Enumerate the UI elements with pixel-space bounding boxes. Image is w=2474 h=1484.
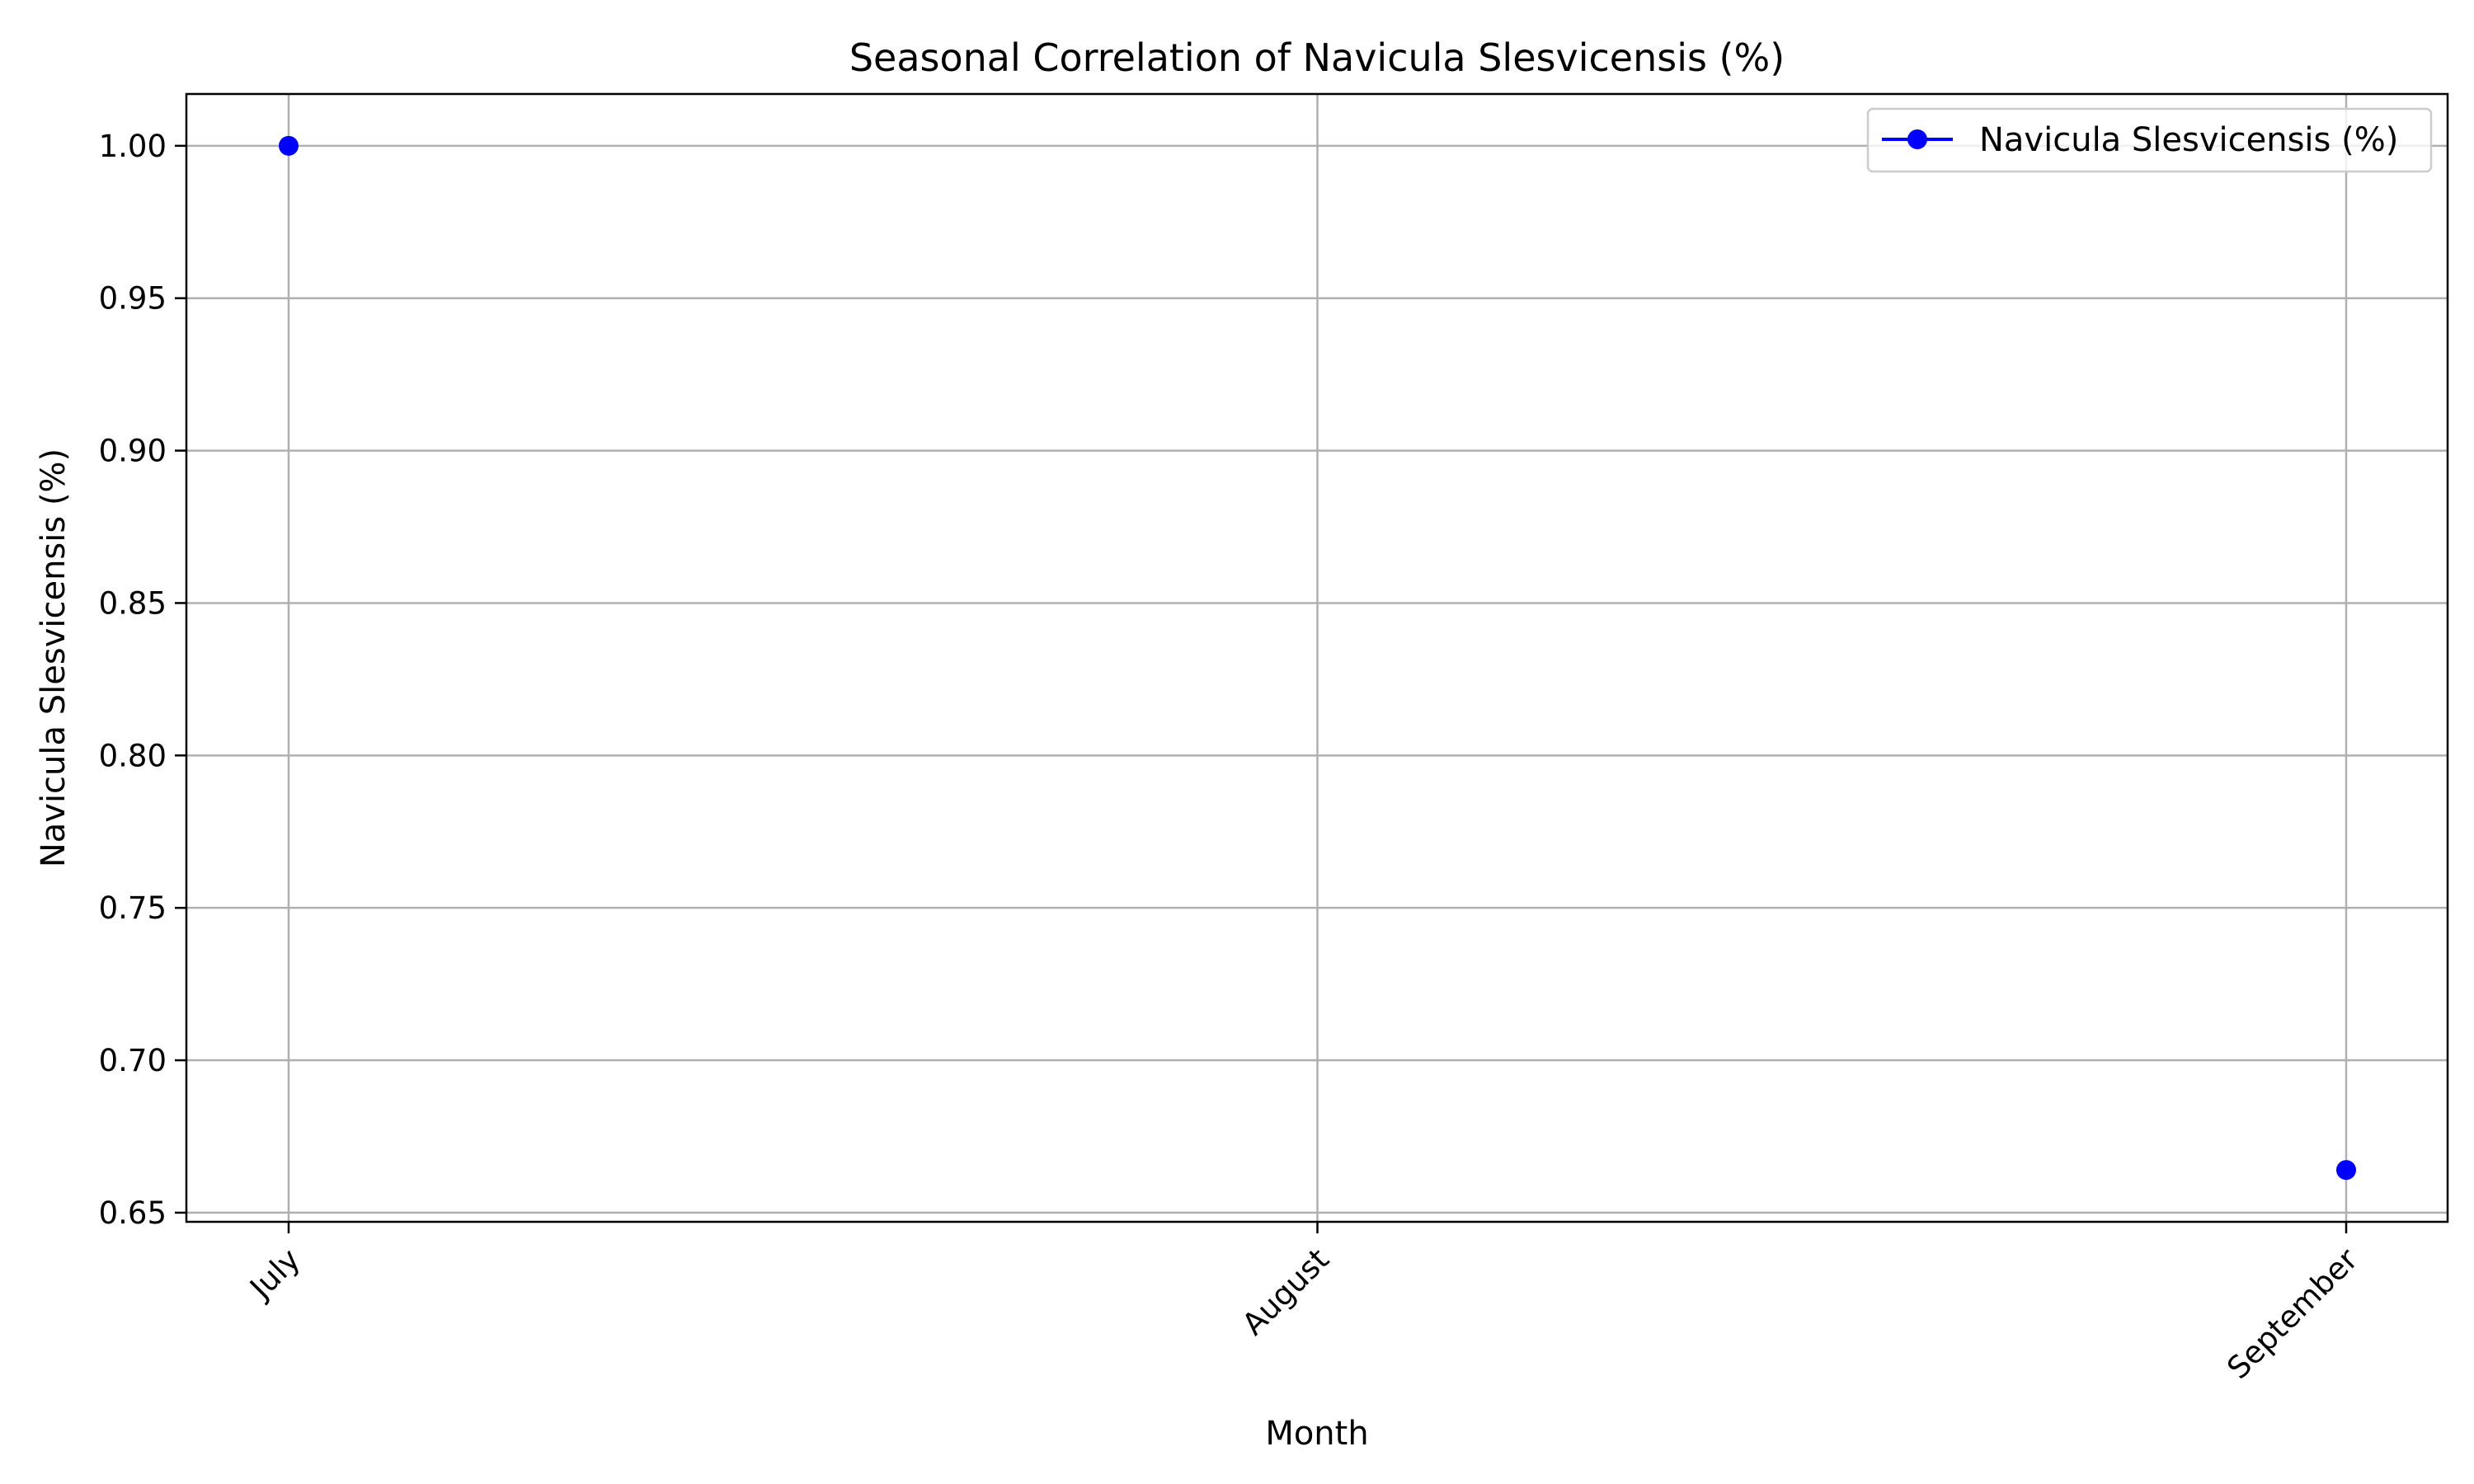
data-point xyxy=(279,135,299,156)
x-axis-label: Month xyxy=(1265,1415,1368,1453)
y-tick-label: 0.95 xyxy=(99,281,167,317)
y-tick-label: 0.80 xyxy=(99,738,167,773)
y-tick-label: 0.90 xyxy=(99,434,167,469)
y-tick-label: 0.70 xyxy=(99,1043,167,1078)
legend-marker-swatch xyxy=(1907,129,1927,149)
legend-box xyxy=(1866,107,2433,173)
data-point xyxy=(2336,1160,2356,1181)
y-tick-label: 0.85 xyxy=(99,585,167,621)
legend: Navicula Slesvicensis (%) xyxy=(1866,107,2433,173)
grid xyxy=(186,94,2448,1222)
legend-label: Navicula Slesvicensis (%) xyxy=(1979,121,2398,159)
y-tick-label: 0.75 xyxy=(99,890,167,926)
y-axis-label: Navicula Slesvicensis (%) xyxy=(35,448,73,867)
series-layer xyxy=(279,135,2356,1181)
y-tick-label: 1.00 xyxy=(99,129,167,164)
chart-title: Seasonal Correlation of Navicula Slesvic… xyxy=(849,35,1785,80)
y-tick-label: 0.65 xyxy=(99,1195,167,1231)
